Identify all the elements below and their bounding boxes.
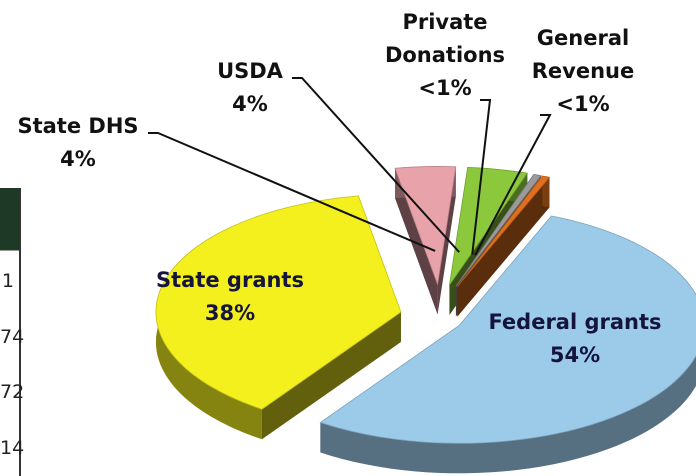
- slice-label: State grants: [156, 268, 304, 292]
- table-cell: 14: [0, 436, 25, 459]
- table-header: [0, 188, 20, 250]
- slice-side: [261, 312, 401, 440]
- slice-value-label: 4%: [60, 147, 96, 171]
- slice-side: [457, 177, 550, 317]
- leader-line: [471, 99, 492, 255]
- leader-line: [474, 114, 552, 256]
- slice: [155, 195, 402, 410]
- slice-value-label: 54%: [549, 343, 601, 367]
- slice: [457, 175, 551, 287]
- slice-value-label: 4%: [232, 92, 268, 116]
- slice-label: Private Donations: [384, 10, 506, 67]
- table-cell: 74: [0, 325, 25, 348]
- slice: [319, 215, 696, 444]
- slice-side: [395, 168, 438, 315]
- slice: [455, 173, 542, 287]
- slice-label: General Revenue: [531, 26, 635, 83]
- table-cell: 1: [1, 270, 14, 292]
- slice-value-label: <1%: [556, 92, 610, 116]
- slice-label: State DHS: [17, 114, 139, 138]
- leader-line: [148, 132, 436, 252]
- slice-label: Federal grants: [488, 310, 662, 334]
- slice-side: [320, 215, 696, 474]
- slice: [394, 166, 457, 285]
- slice-value-label: <1%: [418, 76, 472, 100]
- slice-label: USDA: [217, 59, 283, 83]
- slice: [449, 166, 528, 286]
- slice-value-label: 38%: [204, 301, 256, 325]
- leader-line: [292, 77, 460, 253]
- table-cell: 72: [0, 381, 25, 403]
- slice-side: [437, 166, 456, 315]
